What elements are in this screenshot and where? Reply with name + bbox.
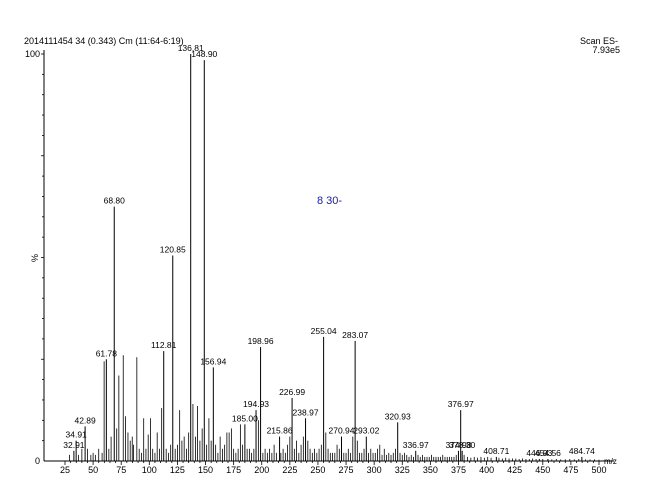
peak-label: 454.56	[535, 448, 561, 458]
y-axis-label: %	[30, 254, 40, 262]
peak-label: 446.93	[526, 448, 552, 458]
x-tick-label: 350	[423, 465, 438, 475]
x-tick-label: 375	[451, 465, 466, 475]
y-tick-label: 0	[35, 456, 40, 466]
peak-label: 148.90	[191, 49, 217, 59]
intensity-value: 7.93e5	[592, 45, 620, 55]
peak-label: 136.81	[178, 43, 204, 53]
peak-label: 238.97	[293, 407, 319, 417]
x-tick-label: 100	[142, 465, 157, 475]
peak-label: 120.85	[160, 244, 186, 254]
annotation-label: 8 30-	[317, 195, 343, 207]
peak-label: 42.89	[74, 415, 96, 425]
peak-label: 185.00	[232, 413, 258, 423]
peak-label: 408.71	[483, 446, 509, 456]
peak-label: 374.98	[445, 440, 471, 450]
sample-info: 2014111454 34 (0.343) Cm (11:64-6:19)	[24, 36, 184, 46]
peak-label: 194.93	[243, 399, 269, 409]
x-tick-label: 275	[339, 465, 354, 475]
peak-label: 293.02	[353, 426, 379, 436]
peak-label: 320.93	[385, 411, 411, 421]
x-tick-label: 150	[198, 465, 213, 475]
peak-label: 376.97	[448, 399, 474, 409]
x-tick-label: 500	[591, 465, 606, 475]
x-tick-label: 75	[116, 465, 126, 475]
x-tick-label: 125	[170, 465, 185, 475]
peak-label: 283.07	[342, 330, 368, 340]
peak-label: 215.86	[267, 426, 293, 436]
peak-label: 61.78	[96, 348, 118, 358]
x-tick-label: 175	[226, 465, 241, 475]
x-tick-label: 200	[254, 465, 269, 475]
x-tick-label: 25	[60, 465, 70, 475]
x-tick-label: 300	[367, 465, 382, 475]
x-tick-label: 325	[395, 465, 410, 475]
peak-label: 112.81	[151, 340, 177, 350]
peak-label: 34.91	[66, 430, 88, 440]
x-tick-label: 250	[310, 465, 325, 475]
peak-label: 484.74	[569, 446, 595, 456]
peak-label: 336.97	[403, 440, 429, 450]
peak-label: 32.91	[63, 440, 85, 450]
peak-label: 270.94	[328, 426, 354, 436]
peak-bars	[69, 54, 600, 461]
peak-label: 68.80	[104, 196, 126, 206]
x-tick-label: 400	[479, 465, 494, 475]
peak-label: 255.04	[311, 326, 337, 336]
x-tick-label: 50	[88, 465, 98, 475]
x-tick-label: 475	[563, 465, 578, 475]
peak-label: 226.99	[279, 387, 305, 397]
x-axis-label: m/z	[604, 457, 617, 466]
y-tick-label: 100	[25, 49, 40, 59]
peak-label: 378.30	[449, 440, 475, 450]
scan-mode: Scan ES-	[579, 36, 618, 46]
peak-label: 198.96	[248, 336, 274, 346]
x-tick-label: 450	[535, 465, 550, 475]
peak-label: 156.94	[200, 356, 226, 366]
x-tick-label: 425	[507, 465, 522, 475]
x-tick-label: 225	[282, 465, 297, 475]
